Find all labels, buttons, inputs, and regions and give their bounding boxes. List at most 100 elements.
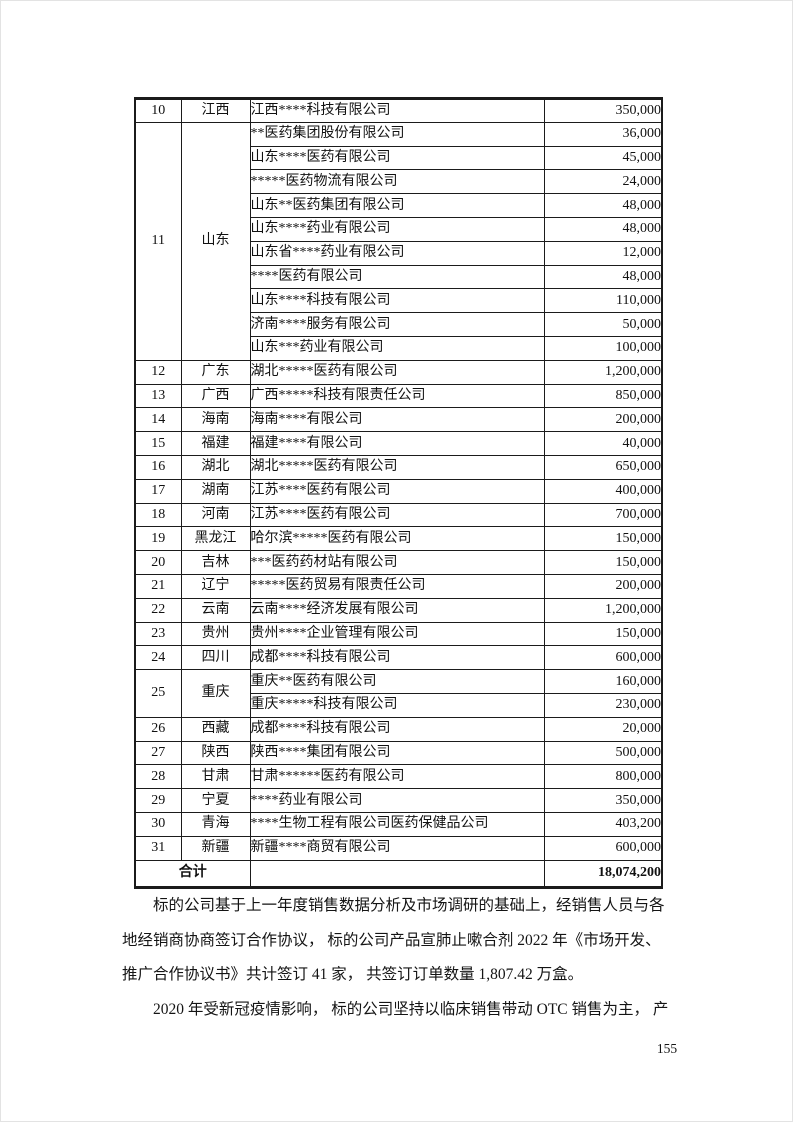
table-row: 24 四川 成都****科技有限公司 600,000 (134, 645, 663, 671)
total-company-cell (249, 859, 545, 888)
order-quantity-cell: 350,000 (543, 788, 663, 813)
row-number-cell: 22 (134, 597, 182, 623)
table-row: 25 重庆 重庆**医药有限公司 160,000 (134, 669, 663, 718)
paragraph-line: 推广合作协议书》共计签订 41 家， 共签订订单数量 1,807.42 万盒。 (122, 966, 584, 983)
province-cell: 重庆 (180, 669, 251, 718)
order-quantity-cell: 850,000 (543, 383, 663, 409)
province-cell: 江西 (180, 98, 251, 123)
province-cell: 新疆 (180, 835, 251, 861)
company-cell: 山东****医药有限公司 (249, 145, 545, 171)
order-quantity-cell: 600,000 (543, 835, 663, 861)
row-number-cell: 10 (134, 98, 182, 123)
order-quantity-cell: 45,000 (543, 145, 663, 171)
order-quantity-cell: 1,200,000 (543, 359, 663, 385)
company-cell: **医药集团股份有限公司 (249, 121, 545, 147)
province-cell: 宁夏 (180, 788, 251, 813)
province-cell: 贵州 (180, 621, 251, 647)
order-quantity-cell: 12,000 (543, 240, 663, 266)
company-cell: 海南****有限公司 (249, 407, 545, 433)
table-row: 11 山东 **医药集团股份有限公司 36,000 (134, 121, 663, 361)
row-number-cell: 31 (134, 835, 182, 861)
order-quantity-cell: 48,000 (543, 264, 663, 290)
total-label-cell: 合计 (134, 859, 251, 888)
province-cell: 山东 (180, 121, 251, 361)
table-row: 山东***药业有限公司 100,000 (135, 335, 663, 361)
row-number-cell: 29 (134, 788, 182, 813)
province-cell: 湖南 (180, 478, 251, 504)
company-cell: 广西*****科技有限责任公司 (249, 383, 545, 409)
order-quantity-cell: 230,000 (543, 692, 663, 718)
company-cell: 湖北*****医药有限公司 (249, 454, 545, 480)
table-row: 重庆*****科技有限公司 230,000 (135, 692, 663, 718)
table-row: 山东省****药业有限公司 12,000 (135, 240, 663, 266)
company-cell: ****医药有限公司 (249, 264, 545, 290)
order-quantity-cell: 1,200,000 (543, 597, 663, 623)
province-cell: 广东 (180, 359, 251, 385)
order-quantity-cell: 100,000 (543, 335, 663, 361)
company-cell: *****医药贸易有限责任公司 (249, 573, 545, 599)
table-row: 山东****科技有限公司 110,000 (135, 288, 663, 314)
table-row: 27 陕西 陕西****集团有限公司 500,000 (134, 740, 663, 766)
company-cell: 哈尔滨*****医药有限公司 (249, 526, 545, 552)
table-row: 16 湖北 湖北*****医药有限公司 650,000 (134, 454, 663, 480)
body-text: 标的公司基于上一年度销售数据分析及市场调研的基础上，经销售人员与各 地经销商协商… (122, 889, 684, 1027)
province-cell: 陕西 (180, 740, 251, 766)
company-cell: 山东****科技有限公司 (249, 288, 545, 314)
company-cell: 重庆*****科技有限公司 (249, 692, 545, 718)
table-row: 26 西藏 成都****科技有限公司 20,000 (134, 716, 663, 742)
order-quantity-cell: 400,000 (543, 478, 663, 504)
order-quantity-cell: 350,000 (543, 98, 663, 123)
table-row: *****医药物流有限公司 24,000 (135, 169, 663, 195)
order-quantity-cell: 160,000 (543, 669, 663, 694)
company-cell: 云南****经济发展有限公司 (249, 597, 545, 623)
company-cell: 甘肃******医药有限公司 (249, 764, 545, 790)
row-number-cell: 17 (134, 478, 182, 504)
company-cell: ****生物工程有限公司医药保健品公司 (249, 811, 545, 837)
order-quantity-cell: 150,000 (543, 526, 663, 552)
row-number-cell: 19 (134, 526, 182, 552)
order-quantity-cell: 150,000 (543, 621, 663, 647)
order-quantity-cell: 800,000 (543, 764, 663, 790)
table-row: 山东****药业有限公司 48,000 (135, 216, 663, 242)
table-row: 23 贵州 贵州****企业管理有限公司 150,000 (134, 621, 663, 647)
company-cell: 重庆**医药有限公司 (249, 669, 545, 694)
order-quantity-cell: 200,000 (543, 573, 663, 599)
province-cell: 福建 (180, 431, 251, 456)
order-quantity-cell: 48,000 (543, 216, 663, 242)
order-quantity-cell: 650,000 (543, 454, 663, 480)
table-row: 山东****医药有限公司 45,000 (135, 145, 663, 171)
company-cell: 福建****有限公司 (249, 431, 545, 456)
company-cell: 山东***药业有限公司 (249, 335, 545, 361)
order-quantity-cell: 150,000 (543, 550, 663, 575)
order-quantity-cell: 36,000 (543, 121, 663, 147)
order-quantity-cell: 110,000 (543, 288, 663, 314)
order-quantity-cell: 500,000 (543, 740, 663, 766)
province-cell: 青海 (180, 811, 251, 837)
company-cell: 陕西****集团有限公司 (249, 740, 545, 766)
distributor-order-table: 10 江西 江西****科技有限公司 350,000 11 山东 **医药集团股份有限公司 3… (134, 97, 663, 889)
row-number-cell: 28 (134, 764, 182, 790)
table-row: 28 甘肃 甘肃******医药有限公司 800,000 (134, 764, 663, 790)
total-row: 合计 18,074,200 (134, 859, 663, 888)
table-row: 14 海南 海南****有限公司 200,000 (134, 407, 663, 433)
company-cell: 新疆****商贸有限公司 (249, 835, 545, 861)
company-cell: 湖北*****医药有限公司 (249, 359, 545, 385)
row-number-cell: 24 (134, 645, 182, 671)
province-cell: 西藏 (180, 716, 251, 742)
order-quantity-cell: 403,200 (543, 811, 663, 837)
row-number-cell: 23 (134, 621, 182, 647)
page-number: 155 (656, 1041, 678, 1056)
company-cell: *****医药物流有限公司 (249, 169, 545, 195)
company-cell: 济南****服务有限公司 (249, 312, 545, 337)
company-cell: 贵州****企业管理有限公司 (249, 621, 545, 647)
table-row: 20 吉林 ***医药药材站有限公司 150,000 (134, 550, 663, 575)
table-row: ****医药有限公司 48,000 (135, 264, 663, 290)
paragraph-line: 2020 年受新冠疫情影响， 标的公司坚持以临床销售带动 OTC 销售为主， 产 (153, 1000, 669, 1018)
company-cell: 山东****药业有限公司 (249, 216, 545, 242)
row-number-cell: 26 (134, 716, 182, 742)
company-cell: 山东省****药业有限公司 (249, 240, 545, 266)
province-cell: 辽宁 (180, 573, 251, 599)
row-number-cell: 11 (134, 121, 182, 361)
table-row: 12 广东 湖北*****医药有限公司 1,200,000 (134, 359, 663, 385)
